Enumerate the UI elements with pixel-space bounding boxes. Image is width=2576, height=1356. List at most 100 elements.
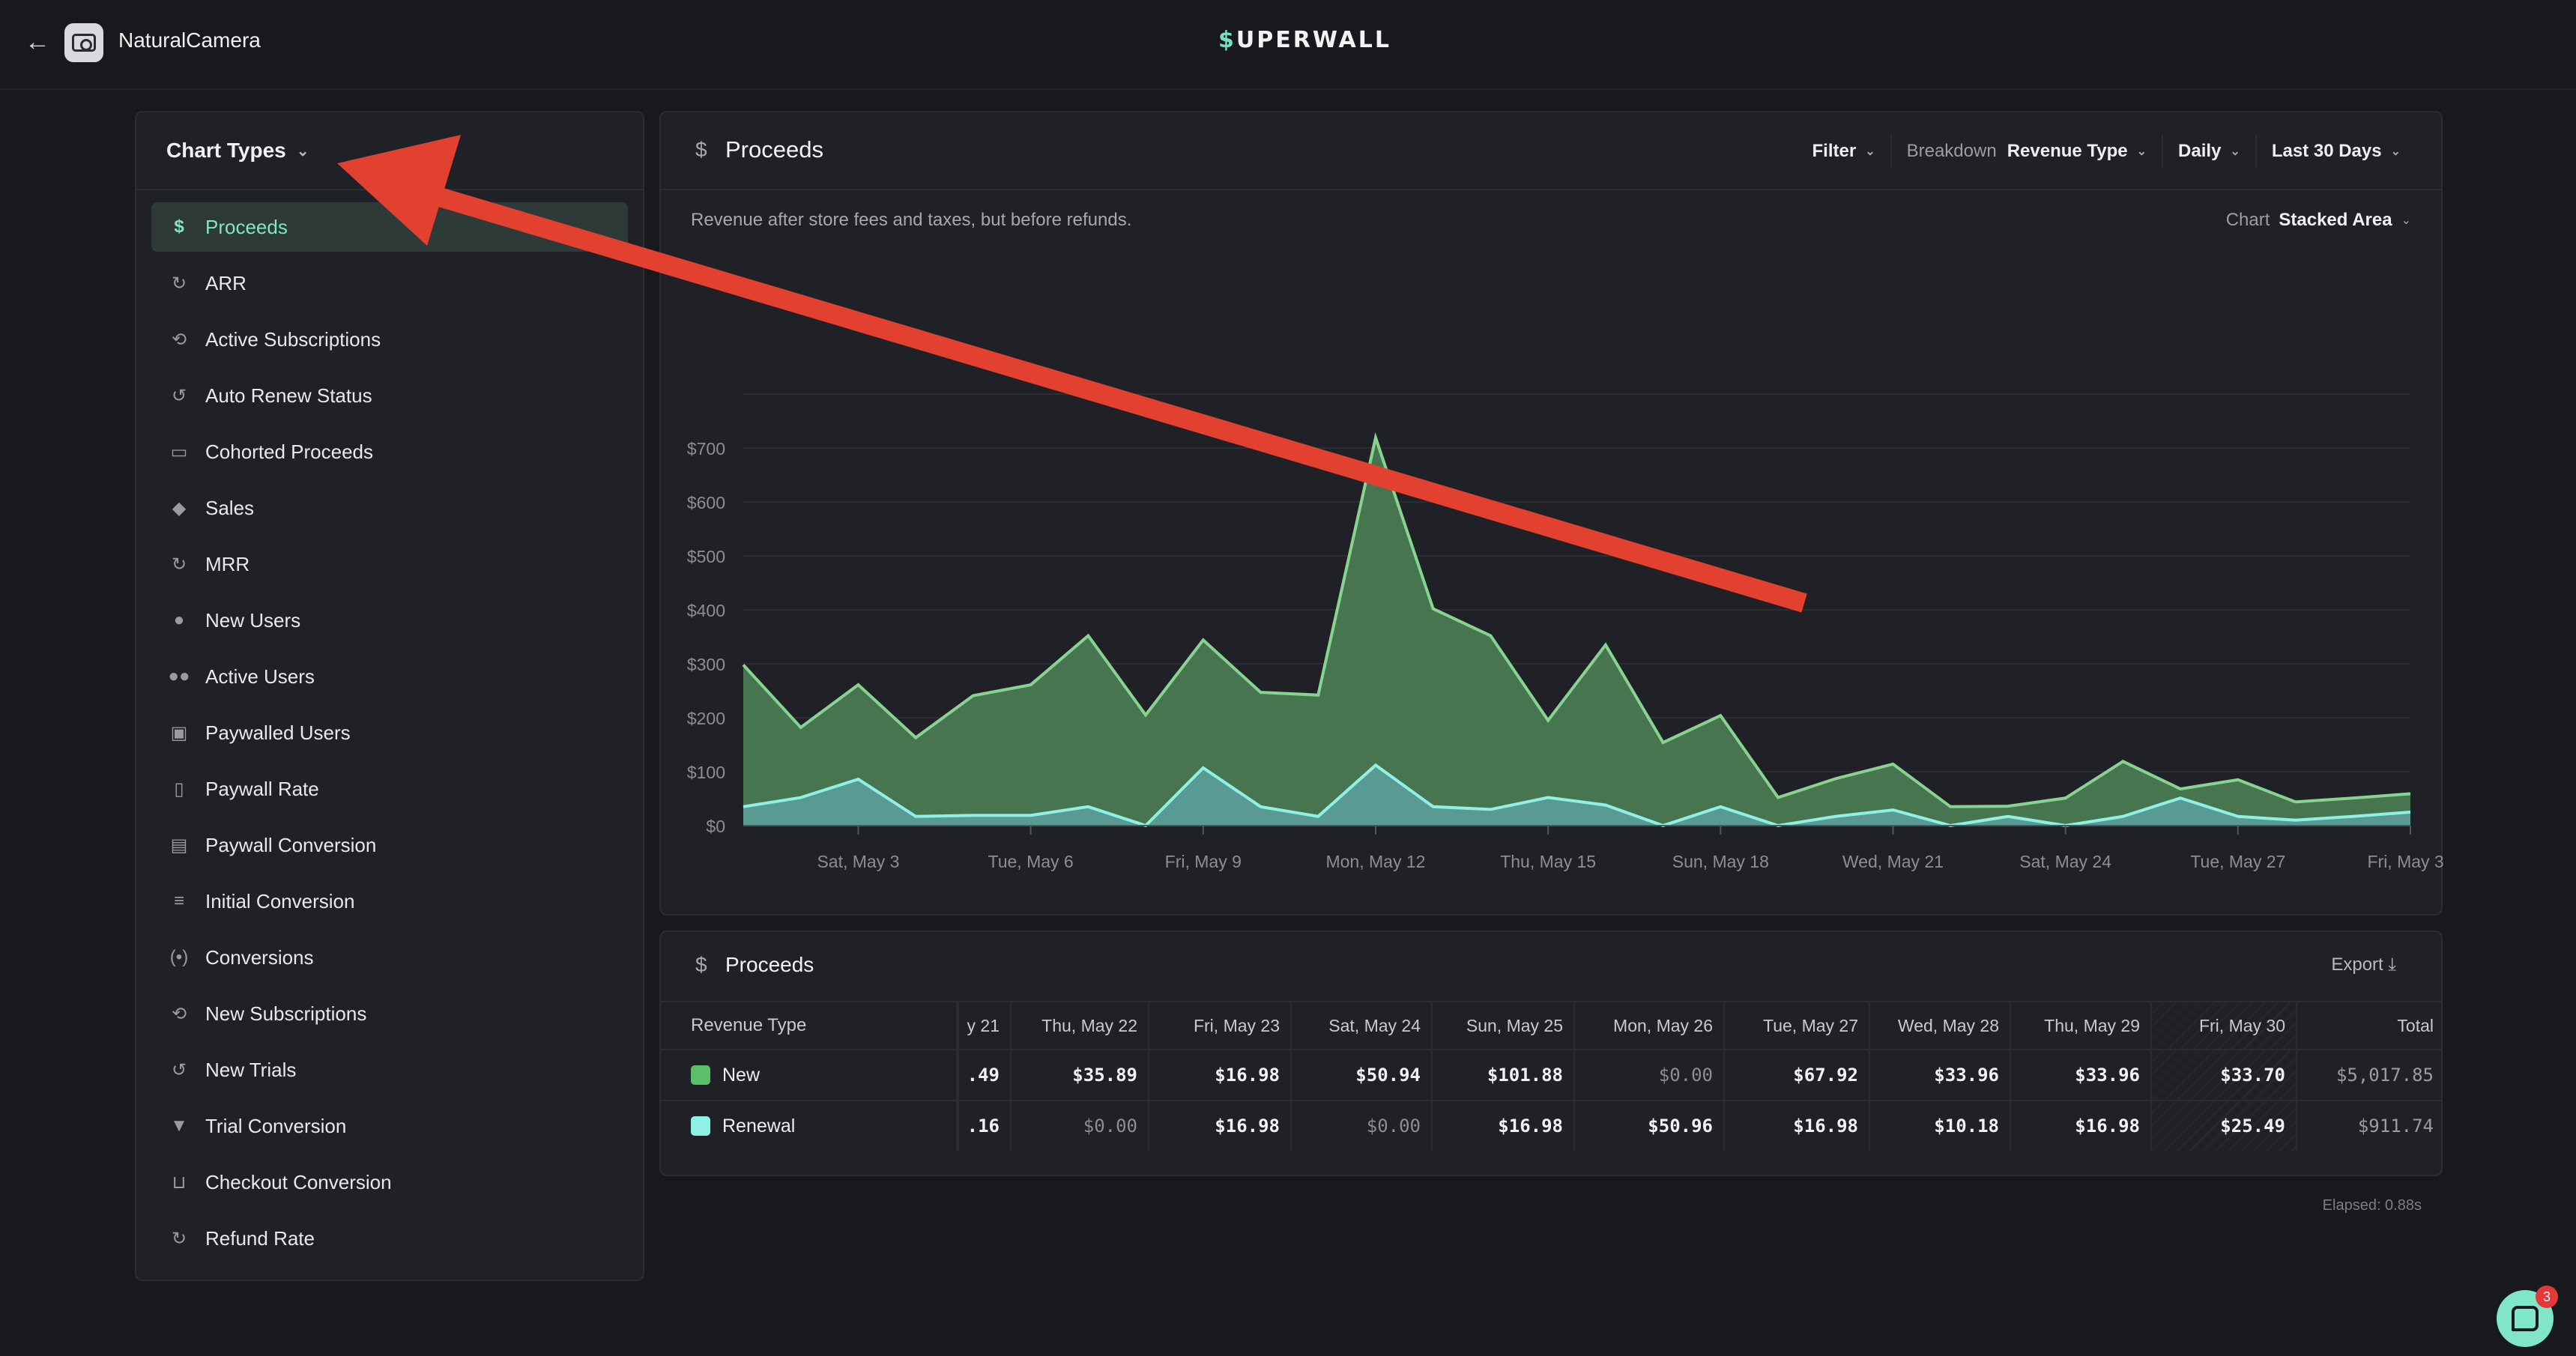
sidebar-item-auto-renew-status[interactable]: ↺ Auto Renew Status — [151, 371, 628, 420]
table-cell: $67.92 — [1723, 1050, 1869, 1100]
sidebar-item-conversions[interactable]: (•) Conversions — [151, 933, 628, 982]
table-cell: $5,017.85 — [2296, 1050, 2441, 1100]
column-header: Fri, May 30 — [2150, 1002, 2296, 1049]
table-card-header: $ Proceeds Export ⤓ — [661, 932, 2441, 1002]
interval-dropdown[interactable]: Daily ⌄ — [2162, 135, 2255, 168]
x-tick-label: Thu, May 15 — [1500, 852, 1596, 871]
x-tick-label: Mon, May 12 — [1325, 852, 1425, 871]
sidebar-item-proceeds[interactable]: $ Proceeds — [151, 202, 628, 252]
chart-types-dropdown[interactable]: Chart Types ⌄ — [136, 112, 643, 190]
series-area-new — [743, 438, 2410, 826]
chart-controls: Filter ⌄ Breakdown Revenue Type ⌄ Daily ⌄ L… — [1798, 135, 2416, 168]
history-icon: ↺ — [171, 1059, 187, 1080]
notification-badge: 3 — [2536, 1286, 2558, 1308]
table-cell: $50.96 — [1573, 1101, 1723, 1151]
date-range-dropdown[interactable]: Last 30 Days ⌄ — [2255, 135, 2416, 168]
column-header: Sun, May 25 — [1431, 1002, 1573, 1049]
filter-lines-icon: ≡ — [173, 891, 184, 911]
sidebar-item-active-subscriptions[interactable]: ⟲ Active Subscriptions — [151, 315, 628, 364]
sidebar-item-mrr[interactable]: ↻ MRR — [151, 539, 628, 589]
export-button[interactable]: Export ⤓ — [2331, 954, 2396, 975]
calendar-icon: ▭ — [170, 441, 188, 462]
y-tick-label: $300 — [687, 655, 725, 674]
table-cell: $16.98 — [1148, 1101, 1290, 1151]
sidebar-item-new-trials[interactable]: ↺ New Trials — [151, 1045, 628, 1095]
chevron-down-icon: ⌄ — [296, 142, 309, 160]
breakdown-dropdown[interactable]: Breakdown Revenue Type ⌄ — [1890, 135, 2162, 168]
column-header: Thu, May 29 — [2010, 1002, 2150, 1049]
y-tick-label: $400 — [687, 601, 725, 620]
dollar-icon: $ — [174, 217, 184, 237]
chart-type-list: $ Proceeds ↻ ARR ⟲ Active Subscriptions ↺ Auto … — [136, 190, 643, 1282]
column-header: Thu, May 22 — [1010, 1002, 1148, 1049]
chevron-down-icon: ⌄ — [1865, 145, 1875, 158]
chat-button[interactable]: 3 — [2497, 1286, 2558, 1347]
chart-types-sidebar: Chart Types ⌄ $ Proceeds ↻ ARR ⟲ Active Subsc… — [135, 111, 644, 1281]
sidebar-item-paywall-rate[interactable]: ▯ Paywall Rate — [151, 764, 628, 814]
sidebar-item-active-users[interactable]: ●● Active Users — [151, 652, 628, 701]
proceeds-area-chart: $0 $100 $200 $300 $400 $500 $600 $700 Sat, May 3… — [687, 393, 2444, 871]
sidebar-item-checkout-conversion[interactable]: ⊔ Checkout Conversion — [151, 1157, 628, 1207]
row-label-renewal: Renewal — [661, 1101, 958, 1151]
sidebar-item-label: Proceeds — [205, 215, 288, 238]
sidebar-item-label: Paywalled Users — [205, 721, 351, 744]
refresh-icon: ↻ — [171, 1228, 187, 1249]
proceeds-table: Revenue Type y 21 Thu, May 22 Fri, May 23 Sa… — [661, 1002, 2441, 1151]
document-icon: ▤ — [170, 835, 188, 856]
column-header: Tue, May 27 — [1723, 1002, 1869, 1049]
sidebar-item-label: Paywall Conversion — [205, 833, 377, 856]
sidebar-item-new-subscriptions[interactable]: ⟲ New Subscriptions — [151, 989, 628, 1038]
sidebar-item-label: New Subscriptions — [205, 1002, 367, 1025]
app-icon — [64, 23, 103, 62]
chevron-down-icon: ⌄ — [2401, 214, 2411, 227]
table-cell: $25.49 — [2150, 1101, 2296, 1151]
chat-icon — [2512, 1306, 2539, 1331]
series-line-renewal — [743, 763, 2411, 828]
y-tick-label: $600 — [687, 493, 725, 512]
filter-dropdown[interactable]: Filter ⌄ — [1812, 141, 1875, 161]
sidebar-item-label: MRR — [205, 552, 250, 575]
app-name[interactable]: NaturalCamera — [118, 28, 261, 52]
sidebar-item-sales[interactable]: ◆ Sales — [151, 483, 628, 533]
table-cell: $10.18 — [1869, 1101, 2010, 1151]
table-title: Proceeds — [725, 953, 814, 976]
superwall-logo: $UPERWALL — [1218, 27, 1392, 53]
sidebar-item-label: ARR — [205, 271, 247, 294]
table-cell: $911.74 — [2296, 1101, 2441, 1151]
table-cell: .16 — [958, 1101, 1010, 1151]
download-icon: ⤓ — [2388, 954, 2396, 975]
sidebar-item-new-users[interactable]: ● New Users — [151, 596, 628, 645]
broadcast-icon: (•) — [169, 947, 189, 967]
chart-title: Proceeds — [725, 136, 823, 163]
repeat-icon: ⟲ — [171, 329, 187, 350]
proceeds-chart-card: $ Proceeds Filter ⌄ Breakdown Revenue Typ… — [659, 111, 2444, 915]
table-cell: $35.89 — [1010, 1050, 1148, 1100]
y-tick-label: $100 — [687, 763, 725, 782]
arrow-left-icon[interactable]: ← — [25, 28, 50, 56]
sidebar-item-paywall-conversion[interactable]: ▤ Paywall Conversion — [151, 820, 628, 870]
sidebar-item-paywalled-users[interactable]: ▣ Paywalled Users — [151, 708, 628, 757]
chevron-down-icon: ⌄ — [2230, 145, 2240, 158]
chart-type-dropdown[interactable]: Chart Stacked Area ⌄ — [2225, 210, 2411, 230]
sidebar-item-label: Trial Conversion — [205, 1114, 347, 1137]
x-tick-label: Sat, May 24 — [2019, 852, 2111, 871]
sidebar-item-label: Cohorted Proceeds — [205, 440, 374, 463]
x-tick-label: Fri, May 9 — [1165, 852, 1242, 871]
sidebar-item-label: Conversions — [205, 945, 314, 969]
sidebar-item-trial-conversion[interactable]: ▼ Trial Conversion — [151, 1101, 628, 1151]
y-tick-label: $0 — [706, 817, 725, 836]
table-row: New .49 $35.89 $16.98 $50.94 $101.88 $0.00 $67.… — [661, 1049, 2441, 1100]
x-tick-label: Fri, May 30 — [2367, 852, 2444, 871]
phone-icon: ▯ — [174, 778, 184, 799]
table-cell: $16.98 — [1431, 1101, 1573, 1151]
sidebar-item-label: New Users — [205, 608, 301, 632]
table-cell: $33.96 — [1869, 1050, 2010, 1100]
series-area-renewal — [743, 765, 2410, 826]
table-cell: $16.98 — [1148, 1050, 1290, 1100]
user-icon: ● — [173, 610, 185, 630]
sidebar-item-refund-rate[interactable]: ↻ Refund Rate — [151, 1214, 628, 1263]
row-header-label: Revenue Type — [661, 1002, 958, 1049]
sidebar-item-arr[interactable]: ↻ ARR — [151, 258, 628, 308]
sidebar-item-initial-conversion[interactable]: ≡ Initial Conversion — [151, 877, 628, 926]
sidebar-item-cohorted-proceeds[interactable]: ▭ Cohorted Proceeds — [151, 427, 628, 476]
